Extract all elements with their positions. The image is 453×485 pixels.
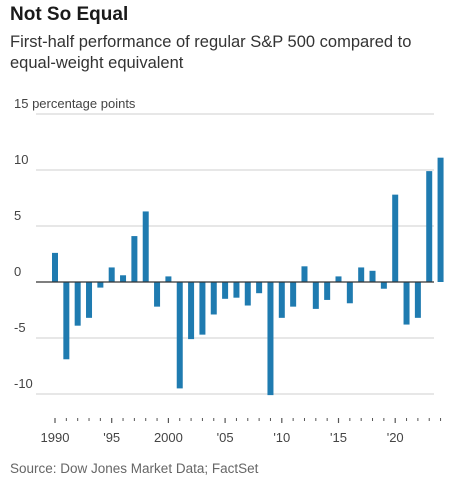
chart-subtitle: First-half performance of regular S&P 50…: [10, 33, 412, 72]
bar-2020: [392, 194, 399, 282]
chart-title: Not So Equal: [10, 4, 129, 25]
bar-2007: [244, 282, 251, 306]
bar-1999: [154, 282, 161, 307]
bar-2009: [267, 282, 274, 396]
x-tick-label: '20: [387, 430, 404, 445]
bar-2018: [369, 270, 376, 282]
y-axis-labels: 15 percentage points 10 5 0 -5 -10: [14, 96, 136, 391]
bar-2021: [403, 282, 410, 325]
bar-2006: [233, 282, 240, 298]
bar-2001: [176, 282, 183, 389]
bar-1994: [97, 282, 104, 288]
y-tick-label: 0: [14, 264, 21, 279]
bar-2010: [278, 282, 285, 318]
bar-2004: [210, 282, 217, 315]
bar-2017: [358, 267, 365, 282]
bar-2011: [290, 282, 297, 307]
bar-1997: [131, 236, 138, 282]
x-tick-label: '10: [273, 430, 290, 445]
bar-2012: [301, 266, 308, 282]
x-tick-label: 1990: [41, 430, 70, 445]
bar-1993: [86, 282, 93, 318]
y-tick-label: 5: [14, 208, 21, 223]
y-tick-label: -5: [14, 320, 26, 335]
bar-2024: [437, 157, 444, 282]
bar-1992: [74, 282, 81, 326]
y-tick-label: 15 percentage points: [14, 96, 136, 111]
bar-chart: 15 percentage points 10 5 0 -5 -10 1990 '95 200…: [14, 96, 444, 445]
x-tick-label: '95: [103, 430, 120, 445]
y-tick-label: -10: [14, 376, 33, 391]
bar-2000: [165, 276, 172, 282]
x-tick-label: '05: [217, 430, 234, 445]
bar-2002: [188, 282, 195, 340]
y-tick-label: 10: [14, 152, 28, 167]
bar-2005: [222, 282, 229, 299]
x-tick-label: '15: [330, 430, 347, 445]
bar-1991: [63, 282, 70, 360]
bar-2008: [256, 282, 263, 294]
bar-2019: [380, 282, 387, 289]
bar-1996: [120, 275, 127, 282]
bar-2023: [426, 171, 433, 282]
bar-2014: [324, 282, 331, 300]
bar-1990: [52, 252, 58, 282]
bar-1998: [142, 211, 149, 282]
source-note: Source: Dow Jones Market Data; FactSet: [10, 461, 259, 476]
x-tick-label: 2000: [154, 430, 183, 445]
bar-2022: [414, 282, 421, 318]
bar-2013: [312, 282, 319, 309]
x-axis: 1990 '95 2000 '05 '10 '15 '20: [41, 418, 442, 445]
gridlines: [36, 113, 434, 395]
bar-1995: [108, 267, 115, 282]
bars: [52, 157, 444, 396]
bar-2016: [346, 282, 353, 304]
bar-2003: [199, 282, 206, 335]
bar-2015: [335, 276, 342, 282]
